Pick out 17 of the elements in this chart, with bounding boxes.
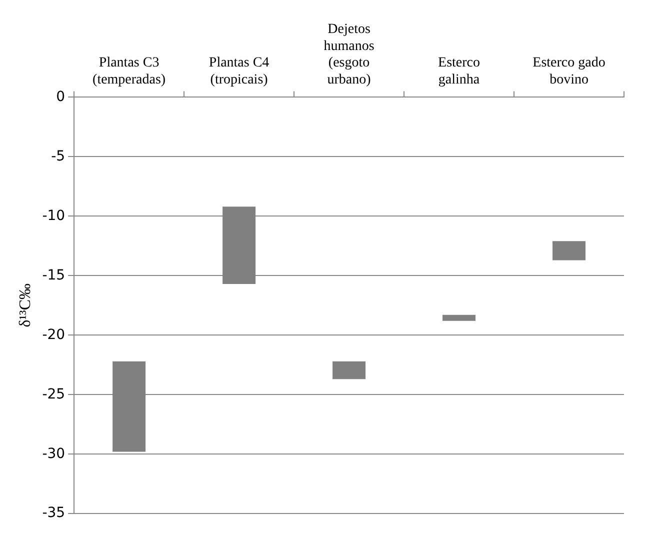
bar (332, 361, 366, 380)
y-tick-label: 0 (56, 88, 66, 105)
y-tick-label: -20 (42, 326, 66, 343)
x-tick-label: Esterco gado bovino (532, 56, 606, 88)
y-tick-label: -25 (42, 386, 66, 402)
x-tick-label: Dejetos humanos (esgoto urbano) (324, 22, 374, 88)
bar (552, 241, 586, 260)
y-tick-label: -15 (42, 267, 66, 284)
x-tick-label: Esterco galinha (438, 56, 480, 88)
y-tick-label: -30 (42, 446, 66, 462)
x-tick-label: Plantas C3 (temperadas) (92, 56, 166, 88)
y-tick-label: -35 (42, 505, 66, 522)
bar (442, 314, 476, 321)
x-tick-label: Plantas C4 (tropicais) (208, 56, 270, 88)
y-tick-label: -5 (51, 148, 66, 164)
y-axis-title: δ¹³C‰ (16, 283, 34, 328)
y-tick-label: -10 (42, 208, 66, 224)
